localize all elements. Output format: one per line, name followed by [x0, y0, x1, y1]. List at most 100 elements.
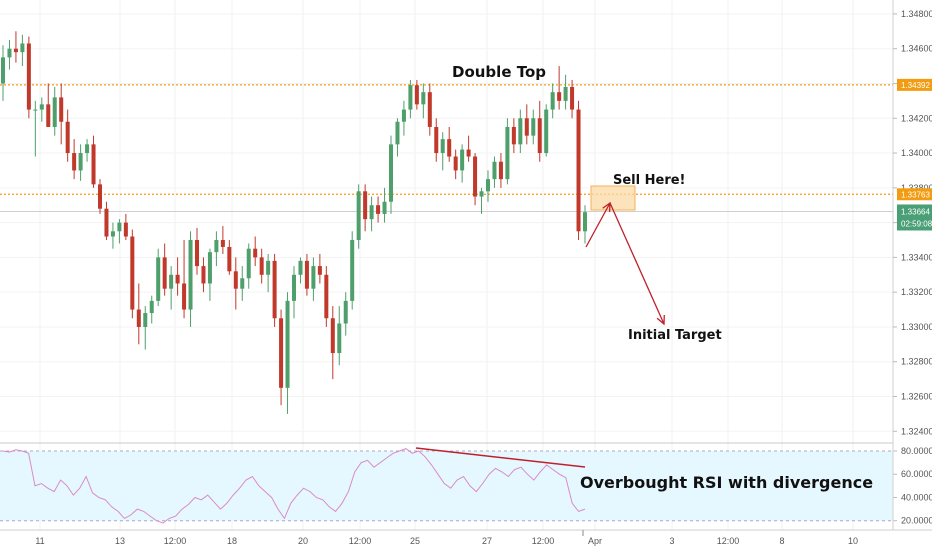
- candle-body: [298, 260, 303, 275]
- drawings: [415, 185, 665, 468]
- candle-body: [291, 274, 297, 301]
- time-tick-label: 13: [115, 536, 125, 546]
- candle-body: [518, 118, 523, 145]
- candle: [350, 231, 355, 310]
- candle-body: [511, 126, 516, 145]
- candle: [207, 248, 212, 301]
- candle: [0, 45, 6, 101]
- candle: [582, 205, 588, 244]
- candle: [117, 219, 122, 244]
- candle: [570, 80, 575, 119]
- candle-body: [395, 121, 400, 145]
- candle-body: [240, 278, 245, 289]
- candle-body: [46, 104, 51, 127]
- time-tick-label: 12:00: [532, 536, 555, 546]
- candle-body: [479, 191, 484, 197]
- candle-body: [498, 161, 503, 180]
- candle-body: [104, 208, 109, 237]
- rsi-divergence-trendline: [415, 447, 586, 468]
- candle-body: [537, 118, 542, 154]
- time-axis[interactable]: 11 13 12:00 18 20 12:00 25 27 12:00 Apr 3 12:00 8 10: [0, 529, 932, 546]
- candle: [97, 179, 103, 214]
- rsi-tick-label: 40.0000: [901, 492, 932, 502]
- candle: [291, 266, 297, 319]
- candle-body: [20, 43, 25, 53]
- level-tag-bg: [897, 188, 932, 201]
- candle-body: [408, 85, 413, 110]
- candle: [544, 104, 549, 157]
- candle: [188, 231, 193, 327]
- candle: [537, 100, 542, 162]
- candle: [46, 83, 51, 127]
- price-tick-label: 1.32800: [901, 357, 932, 367]
- candle: [143, 306, 148, 350]
- candle: [149, 295, 154, 324]
- candle-body: [388, 144, 394, 202]
- candle-body: [337, 323, 342, 354]
- candle-body: [505, 126, 510, 180]
- price-tick-label: 1.33200: [901, 287, 932, 297]
- candle: [175, 257, 180, 296]
- candle: [136, 283, 141, 345]
- candle: [259, 248, 264, 284]
- candle-body: [149, 300, 154, 314]
- candle-body: [13, 48, 18, 53]
- candle: [201, 257, 206, 293]
- candle: [240, 266, 245, 301]
- price-tick-label: 1.34600: [901, 44, 932, 54]
- time-tick-label: 10: [848, 536, 858, 546]
- candle-body: [207, 252, 212, 284]
- candle-body: [26, 43, 31, 110]
- price-tick-label: 1.34800: [901, 9, 932, 19]
- candle: [26, 36, 31, 119]
- candle: [253, 236, 258, 267]
- candle-body: [72, 153, 77, 171]
- candle-body: [266, 260, 271, 275]
- grid: [0, 0, 893, 530]
- candle: [395, 118, 400, 157]
- time-tick-label: Apr: [588, 536, 602, 546]
- candle-body: [311, 266, 316, 289]
- candle: [447, 126, 452, 162]
- candle-body: [369, 205, 374, 220]
- level-tag-text: 1.33763: [901, 190, 930, 199]
- price-tick-label: 1.34000: [901, 148, 932, 158]
- candle-body: [233, 271, 238, 289]
- rsi-tick-label: 20.0000: [901, 516, 932, 526]
- last-price-tag-price: 1.33664: [901, 207, 930, 216]
- candle: [408, 80, 413, 119]
- candle: [324, 266, 329, 327]
- time-tick-label: 12:00: [164, 536, 187, 546]
- candle: [563, 74, 568, 110]
- candle-body: [253, 248, 258, 258]
- candle: [414, 80, 419, 110]
- candle: [434, 118, 439, 162]
- candle: [33, 100, 38, 157]
- candle: [524, 104, 529, 145]
- candle: [330, 306, 335, 380]
- candle: [156, 248, 161, 307]
- candle-body: [156, 257, 161, 301]
- candle: [498, 153, 503, 188]
- price-axis[interactable]: 1.348001.346001.344001.342001.340001.338…: [892, 0, 932, 530]
- candle-body: [259, 257, 264, 275]
- target-arrow-shaft: [609, 202, 665, 325]
- price-tick-label: 1.33800: [901, 183, 932, 193]
- candle-body: [162, 257, 167, 289]
- candle: [440, 132, 445, 171]
- entry-arrow-shaft: [585, 202, 611, 248]
- candle: [382, 187, 387, 223]
- candle-body: [524, 118, 529, 136]
- candle-body: [272, 260, 277, 319]
- candle-body: [7, 48, 12, 58]
- candle-body: [39, 104, 44, 110]
- candle-body: [376, 205, 381, 214]
- candle: [123, 213, 128, 240]
- rsi-panel: 80.0000 60.0000 40.0000 20.0000: [0, 442, 932, 526]
- candle-body: [52, 97, 57, 127]
- candle: [194, 227, 200, 275]
- price-tick-label: 1.33400: [901, 252, 932, 262]
- candle: [298, 257, 303, 284]
- candle-body: [414, 85, 419, 105]
